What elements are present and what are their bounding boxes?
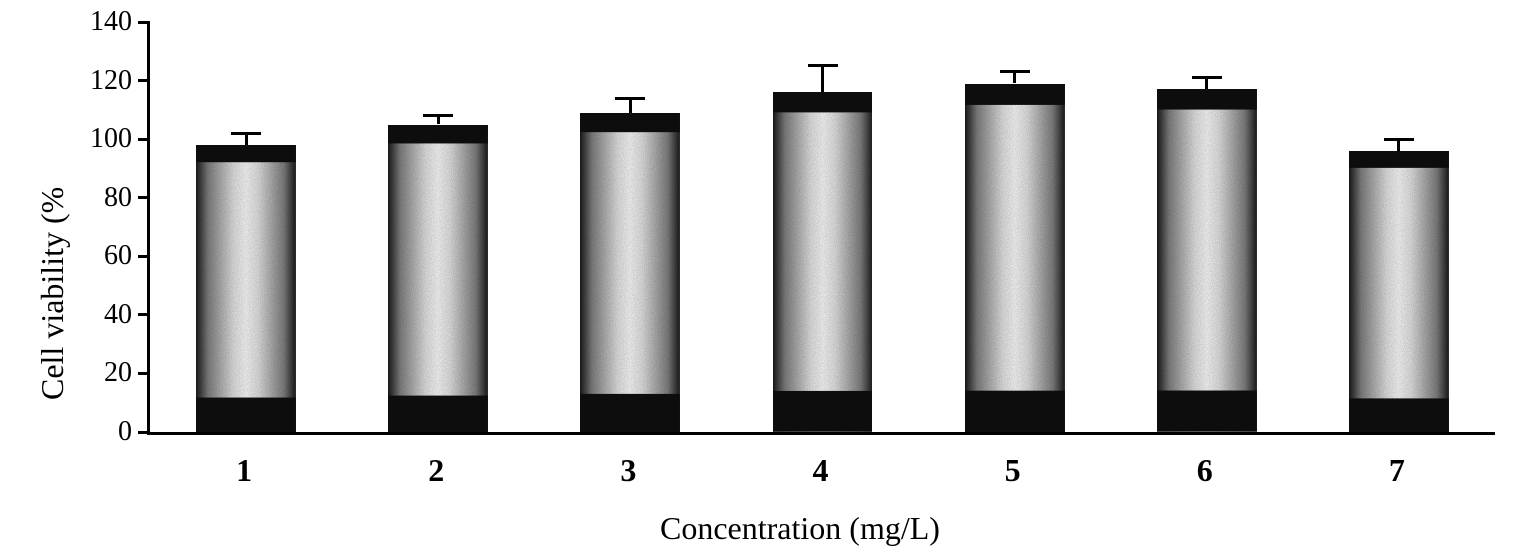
y-tick-label: 0 [118, 418, 132, 446]
y-tick-label: 100 [90, 125, 132, 153]
y-axis-label: Cell viability (% [34, 187, 71, 400]
x-axis-label: Concentration (mg/L) [660, 510, 940, 547]
error-bar-cap [1000, 70, 1030, 73]
x-tick-label: 2 [428, 454, 444, 486]
error-bar-cap [808, 64, 838, 67]
x-tick-label: 1 [236, 454, 252, 486]
y-tick-label: 40 [104, 301, 132, 329]
error-bar [629, 98, 632, 113]
bar [580, 113, 680, 432]
y-tick [138, 372, 150, 375]
error-bar-cap [1384, 138, 1414, 141]
error-bar-cap [423, 114, 453, 117]
x-axis [147, 432, 1495, 435]
x-tick-label: 4 [813, 454, 829, 486]
error-bar [1205, 78, 1208, 90]
error-bar [821, 66, 824, 92]
y-tick-label: 60 [104, 242, 132, 270]
error-bar-cap [231, 132, 261, 135]
y-tick-label: 80 [104, 184, 132, 212]
y-tick-label: 20 [104, 359, 132, 387]
y-tick [138, 196, 150, 199]
x-tick-label: 3 [620, 454, 636, 486]
y-tick [138, 21, 150, 24]
bar [388, 125, 488, 433]
y-tick [138, 79, 150, 82]
chart-container: Cell viability (% Concentration (mg/L) 0… [0, 0, 1525, 555]
bar [196, 145, 296, 432]
bar [1157, 89, 1257, 432]
y-tick [138, 138, 150, 141]
y-tick [138, 255, 150, 258]
bar [965, 84, 1065, 433]
error-bar-cap [1192, 76, 1222, 79]
error-bar-cap [615, 97, 645, 100]
y-tick-label: 140 [90, 8, 132, 36]
y-tick [138, 431, 150, 434]
error-bar [1397, 139, 1400, 151]
y-tick-label: 120 [90, 67, 132, 95]
error-bar [1013, 72, 1016, 84]
y-tick [138, 313, 150, 316]
x-tick-label: 7 [1389, 454, 1405, 486]
bar [1349, 151, 1449, 432]
x-tick-label: 6 [1197, 454, 1213, 486]
bar [773, 92, 873, 432]
x-tick-label: 5 [1005, 454, 1021, 486]
error-bar [245, 133, 248, 145]
